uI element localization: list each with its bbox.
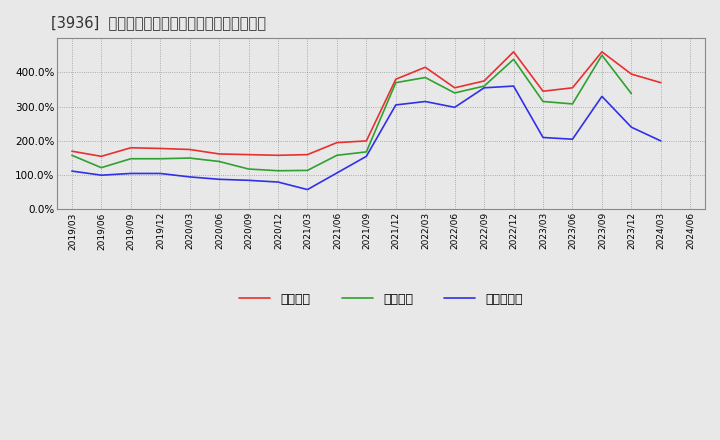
流動比率 [127,145,135,150]
現预金比率 [156,171,165,176]
現预金比率 [185,174,194,180]
流動比率 [333,140,341,145]
現预金比率 [539,135,547,140]
流動比率 [185,147,194,152]
現预金比率 [68,169,76,174]
現预金比率 [362,154,371,159]
流動比率 [421,65,430,70]
当座比率 [362,149,371,154]
Line: 現预金比率: 現预金比率 [72,86,661,190]
現预金比率 [127,171,135,176]
当座比率 [539,99,547,104]
流動比率 [568,85,577,91]
当座比率 [274,168,282,173]
流動比率 [274,153,282,158]
流動比率 [627,71,636,77]
現预金比率 [598,94,606,99]
当座比率 [598,53,606,58]
Line: 当座比率: 当座比率 [72,55,631,171]
当座比率 [303,168,312,173]
流動比率 [303,152,312,157]
現预金比率 [274,180,282,185]
流動比率 [657,80,665,85]
流動比率 [598,49,606,55]
流動比率 [480,78,488,84]
当座比率 [156,156,165,161]
流動比率 [215,151,223,157]
流動比率 [362,138,371,143]
当座比率 [127,156,135,161]
現预金比率 [657,138,665,143]
現预金比率 [421,99,430,104]
当座比率 [451,90,459,95]
流動比率 [156,146,165,151]
当座比率 [568,101,577,106]
現预金比率 [480,85,488,91]
Legend: 流動比率, 当座比率, 現预金比率: 流動比率, 当座比率, 現预金比率 [234,288,528,311]
Text: [3936]  流動比率、当座比率、現预金比率の推移: [3936] 流動比率、当座比率、現预金比率の推移 [50,15,266,30]
流動比率 [539,88,547,94]
流動比率 [68,149,76,154]
当座比率 [185,155,194,161]
現预金比率 [568,136,577,142]
当座比率 [333,153,341,158]
現预金比率 [215,176,223,182]
流動比率 [97,154,106,159]
当座比率 [244,166,253,172]
現预金比率 [509,84,518,89]
現预金比率 [392,102,400,107]
流動比率 [509,49,518,55]
当座比率 [627,91,636,96]
当座比率 [480,84,488,89]
流動比率 [451,85,459,91]
Line: 流動比率: 流動比率 [72,52,661,156]
当座比率 [509,57,518,62]
現预金比率 [97,172,106,178]
現预金比率 [303,187,312,192]
当座比率 [392,80,400,85]
現预金比率 [451,105,459,110]
当座比率 [421,75,430,80]
当座比率 [68,153,76,158]
現预金比率 [244,178,253,183]
流動比率 [244,152,253,157]
流動比率 [392,77,400,82]
当座比率 [97,165,106,170]
当座比率 [215,159,223,164]
現预金比率 [627,125,636,130]
